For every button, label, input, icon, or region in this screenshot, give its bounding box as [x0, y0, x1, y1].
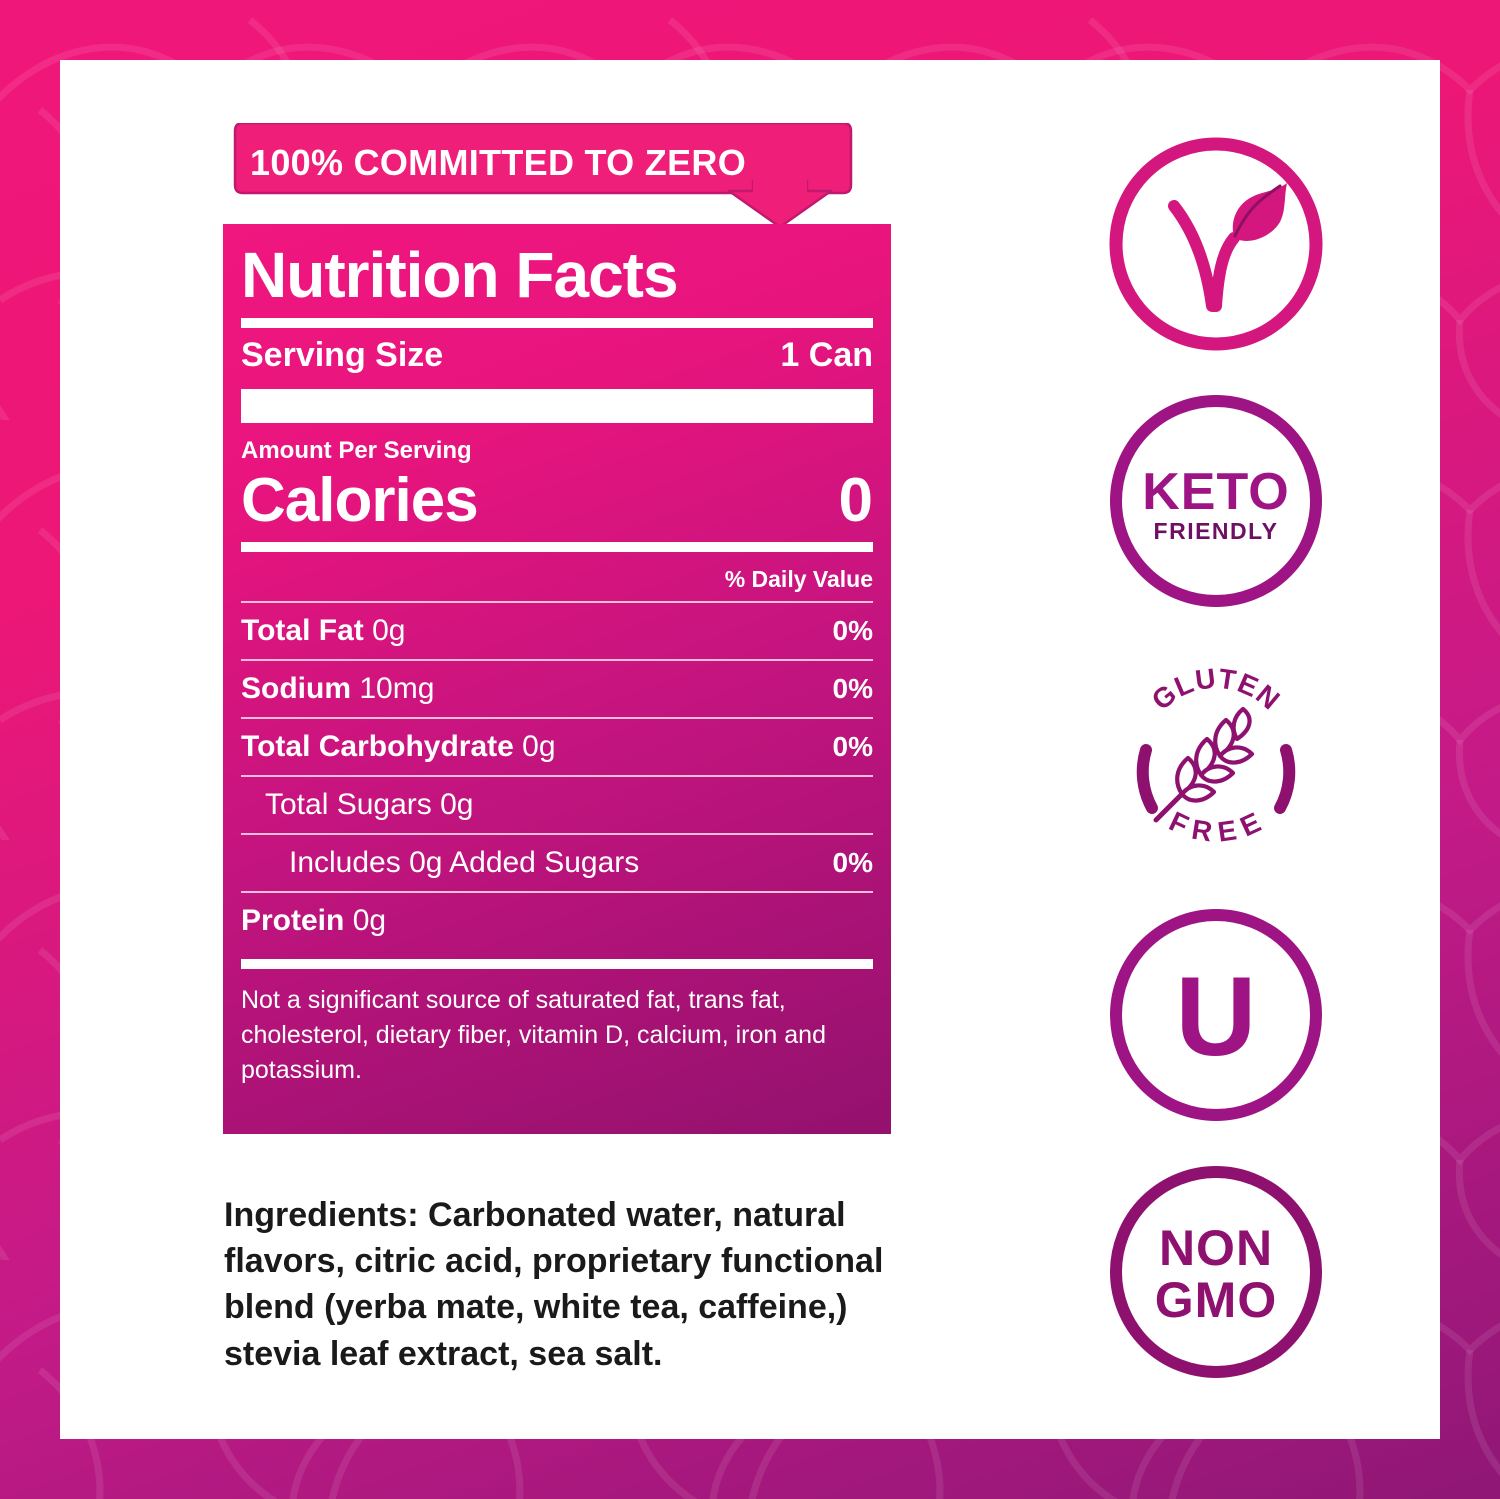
- svg-text:KETO: KETO: [1142, 463, 1290, 521]
- svg-text:GLUTEN: GLUTEN: [1146, 662, 1286, 716]
- svg-text:GMO: GMO: [1155, 1272, 1277, 1328]
- svg-text:NON: NON: [1159, 1220, 1273, 1276]
- svg-text:FRIENDLY: FRIENDLY: [1154, 518, 1279, 544]
- svg-text:FREE: FREE: [1165, 806, 1268, 848]
- svg-text:U: U: [1176, 954, 1257, 1079]
